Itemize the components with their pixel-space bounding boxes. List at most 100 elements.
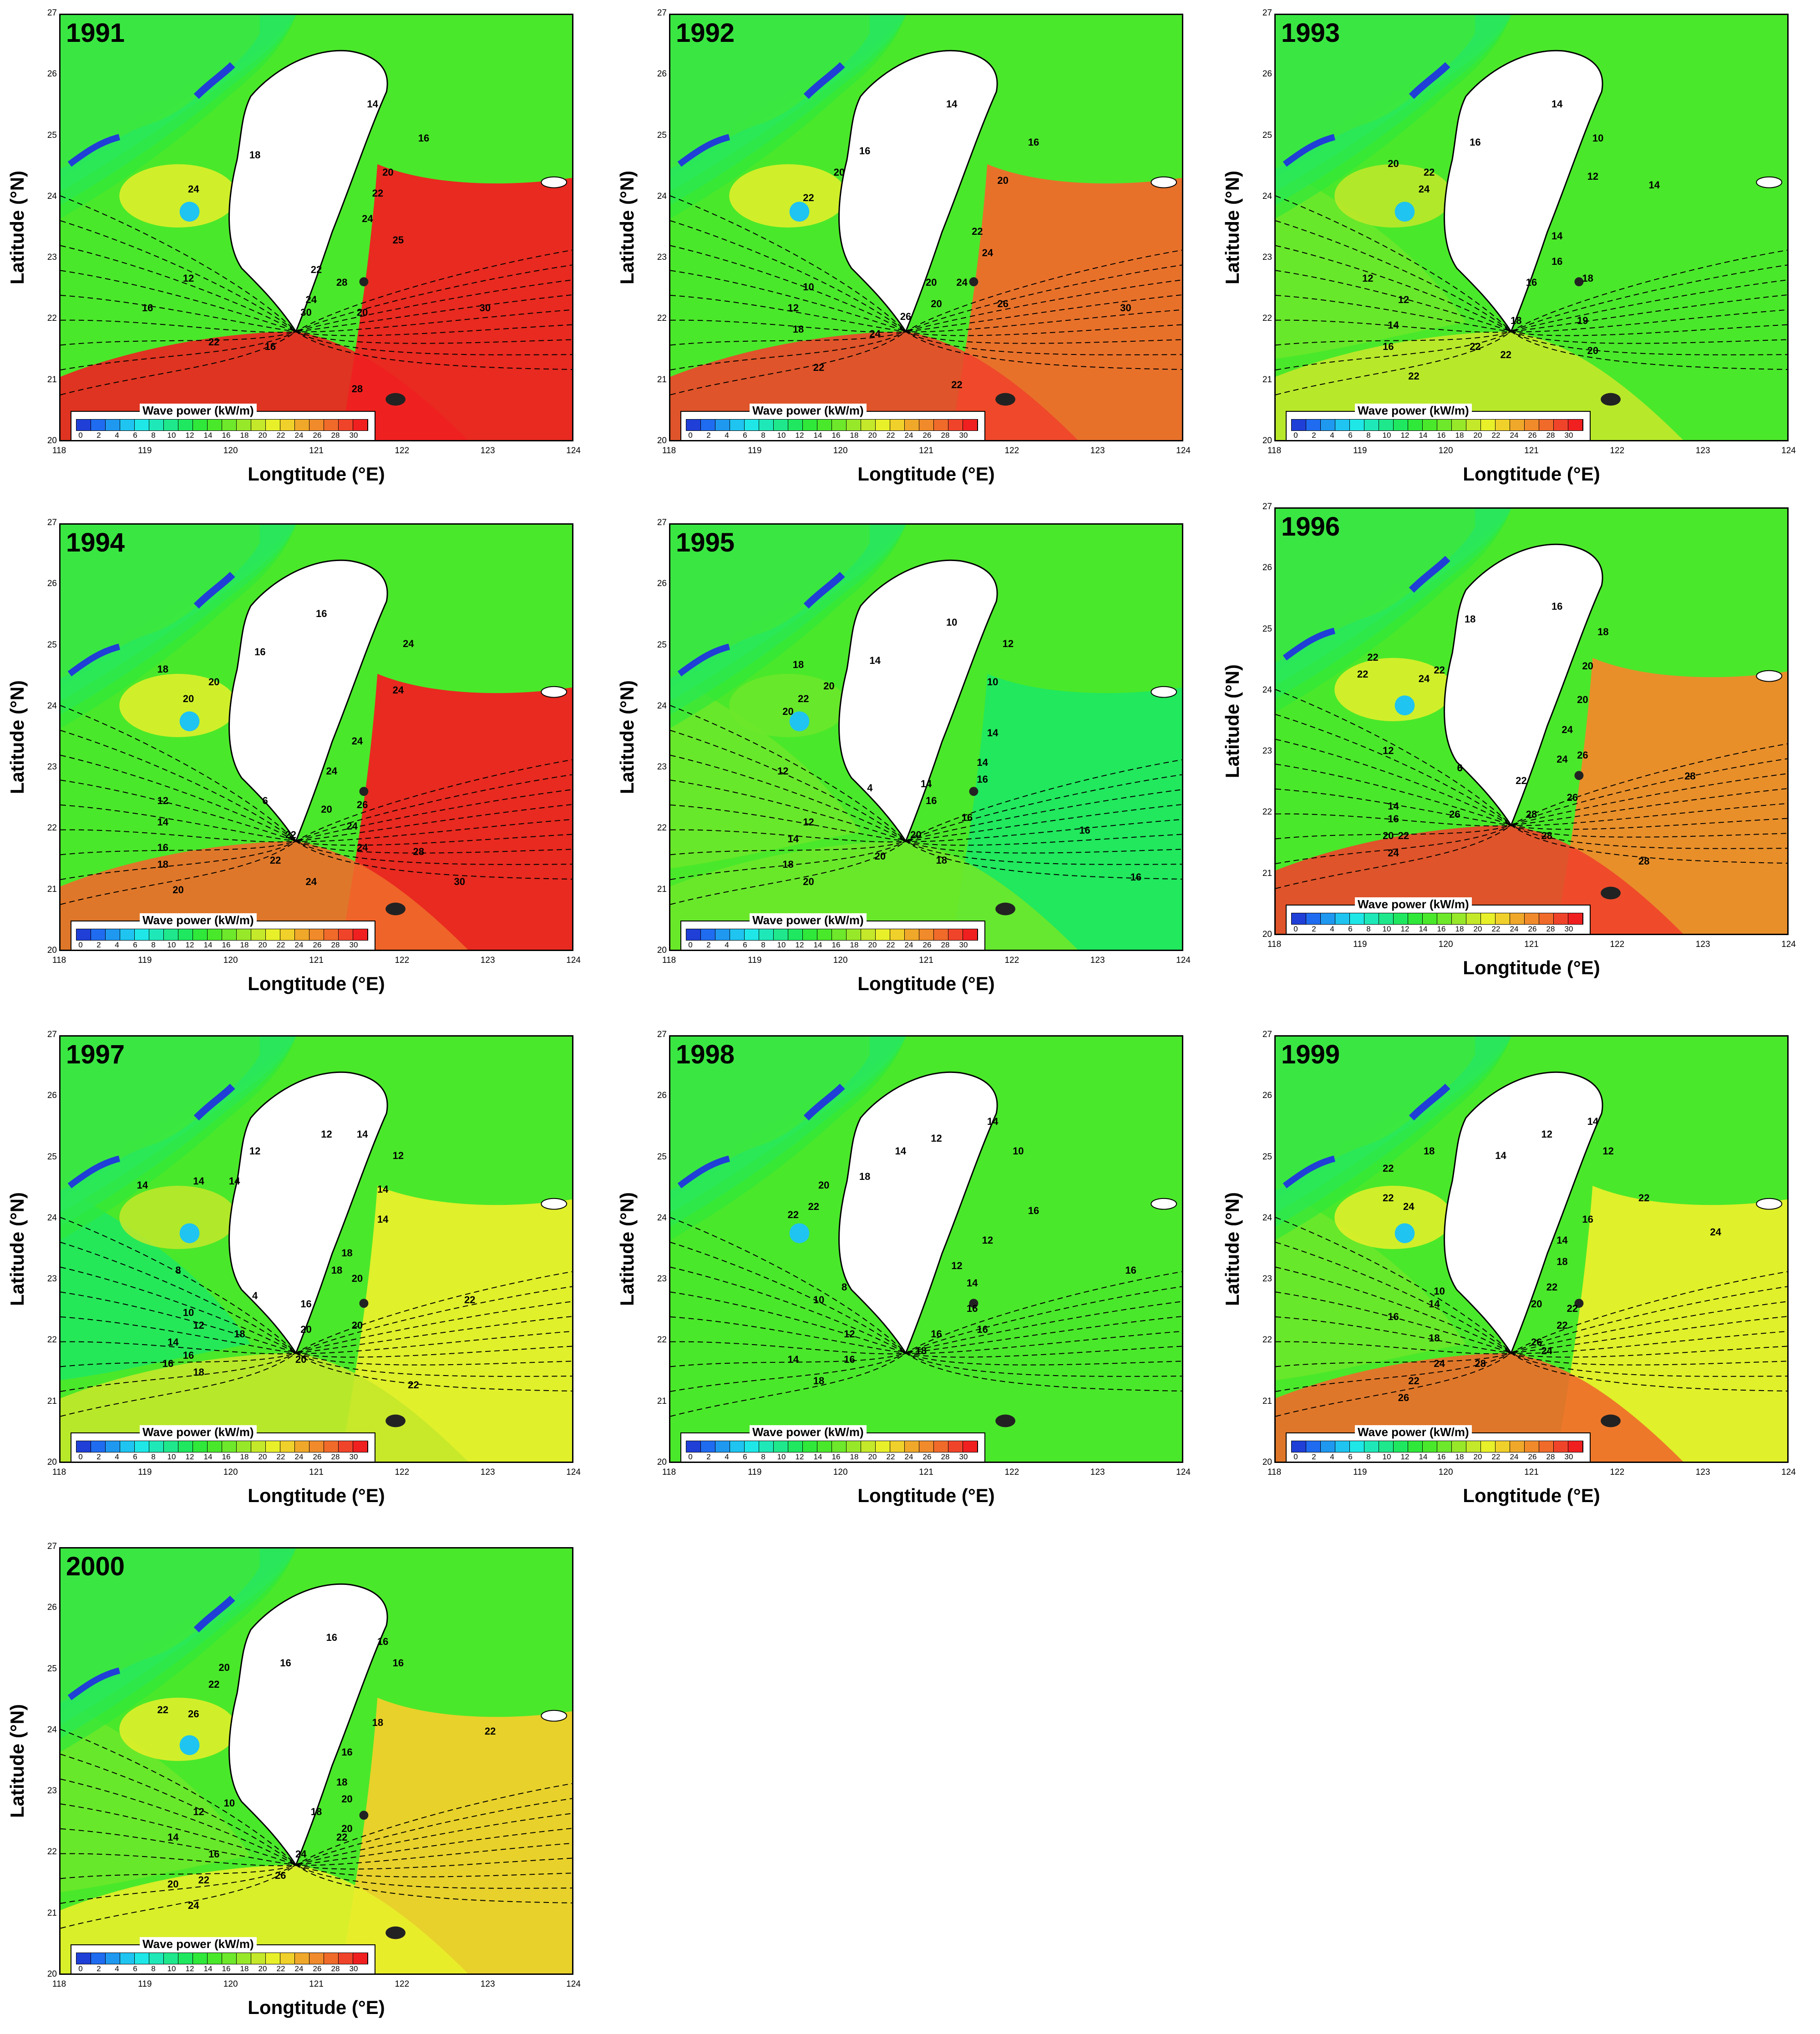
contour-value-label: 26 bbox=[1577, 749, 1588, 761]
colorbar-tick: 28 bbox=[331, 941, 340, 949]
colorbar-tick: 12 bbox=[185, 1964, 194, 1973]
colorbar-swatch bbox=[1292, 420, 1306, 430]
offshore-island bbox=[385, 393, 406, 406]
penghu-hotspot bbox=[729, 673, 847, 737]
colorbar-swatch bbox=[120, 1441, 135, 1452]
colorbar-tick: 0 bbox=[1293, 431, 1298, 440]
map-panel-1994: Latitude (°N) 27 26 25 24 23 22 21 20 118 119 120 12… bbox=[0, 510, 581, 1010]
contour-value-label: 18 bbox=[792, 324, 804, 335]
coast-edge bbox=[193, 62, 235, 99]
wave-power-map: 1992 14 16 16 20 20 22 22 24 20 24 20 26 30 10 12 18 24 26… bbox=[669, 14, 1183, 441]
year-label: 1994 bbox=[66, 528, 125, 557]
coast-edge bbox=[67, 1155, 121, 1189]
contour-value-label: 22 bbox=[157, 1704, 169, 1715]
contour-line bbox=[1276, 714, 1787, 826]
contour-value-label: 24 bbox=[305, 293, 317, 305]
contour-value-label: 16 bbox=[931, 1328, 942, 1340]
colorbar-tick: 28 bbox=[1546, 1452, 1555, 1461]
colorbar-swatch bbox=[745, 1441, 759, 1452]
colorbar-swatch bbox=[324, 1441, 339, 1452]
x-tick-label: 119 bbox=[138, 956, 152, 965]
contour-value-label: 12 bbox=[183, 273, 194, 284]
offshore-island bbox=[541, 1710, 568, 1722]
contour-line bbox=[1276, 1291, 1787, 1354]
contour-value-label: 22 bbox=[372, 187, 384, 199]
colorbar-tick: 8 bbox=[151, 1452, 156, 1461]
x-tick-label: 122 bbox=[1610, 940, 1625, 949]
y-tick-label: 23 bbox=[47, 1274, 57, 1284]
x-tick-label: 122 bbox=[1004, 956, 1019, 965]
y-axis-label-text: Latitude (°N) bbox=[1222, 664, 1243, 779]
contour-value-label: 24 bbox=[346, 820, 358, 832]
colorbar-tick: 20 bbox=[1473, 431, 1482, 440]
colorbar-swatch bbox=[280, 1953, 295, 1964]
colorbar-legend: Wave power (kW/m) 0 2 4 6 8 10 12 14 16 18 20 22 24 26… bbox=[680, 404, 985, 440]
y-tick-label: 26 bbox=[1262, 69, 1272, 79]
colorbar-swatch bbox=[309, 1953, 324, 1964]
contour-value-label: 20 bbox=[208, 676, 220, 688]
contour-line bbox=[670, 779, 1182, 842]
contour-value-label: 22 bbox=[408, 1379, 419, 1391]
x-tick-label: 121 bbox=[309, 446, 324, 455]
colorbar-swatch bbox=[817, 1441, 832, 1452]
x-tick-label: 120 bbox=[833, 1467, 848, 1477]
contour-value-label: 22 bbox=[803, 192, 814, 203]
contour-value-label: 12 bbox=[982, 1235, 994, 1246]
colorbar-tick: 6 bbox=[1348, 431, 1353, 440]
east-region bbox=[951, 1185, 1182, 1462]
contour-value-label: 24 bbox=[956, 277, 968, 288]
x-tick-label: 118 bbox=[1267, 1467, 1282, 1477]
contour-field bbox=[1276, 509, 1787, 934]
colorbar-swatch bbox=[164, 1953, 178, 1964]
colorbar-swatch bbox=[1379, 1441, 1394, 1452]
colorbar-swatch bbox=[1452, 1441, 1466, 1452]
y-axis-label-text: Latitude (°N) bbox=[616, 680, 638, 794]
colorbar-tick: 26 bbox=[1528, 925, 1537, 933]
colorbar-swatch bbox=[193, 420, 208, 430]
contour-value-label: 12 bbox=[1383, 745, 1394, 757]
contour-value-label: 30 bbox=[479, 302, 491, 314]
colorbar-ticks: 0 2 4 6 8 10 12 14 16 18 20 22 24 26 28 30 bbox=[1291, 1452, 1582, 1462]
colorbar-tick: 8 bbox=[151, 1964, 156, 1973]
contour-value-label: 16 bbox=[341, 1746, 353, 1758]
colorbar-swatch bbox=[339, 929, 353, 940]
contour-value-label: 18 bbox=[310, 1806, 322, 1818]
colorbar-tick: 4 bbox=[1330, 431, 1334, 440]
x-tick-label: 123 bbox=[1695, 1467, 1710, 1477]
colorbar-tick: 14 bbox=[203, 1964, 213, 1973]
x-tick-label: 118 bbox=[662, 446, 676, 455]
colorbar-tick: 12 bbox=[1400, 431, 1409, 440]
contour-value-label: 20 bbox=[351, 1273, 363, 1285]
contour-value-label: 18 bbox=[331, 1264, 343, 1276]
legend-title: Wave power (kW/m) bbox=[1355, 404, 1472, 418]
colorbar-swatch bbox=[847, 1441, 861, 1452]
contour-value-label: 14 bbox=[1648, 179, 1660, 191]
colorbar-swatch bbox=[193, 1441, 208, 1452]
y-tick-label: 21 bbox=[657, 884, 667, 894]
y-tick-label: 23 bbox=[657, 762, 667, 772]
colorbar-swatch bbox=[1306, 913, 1321, 924]
offshore-island bbox=[1756, 1198, 1783, 1210]
y-axis-label-text: Latitude (°N) bbox=[6, 1704, 28, 1818]
colorbar-legend: Wave power (kW/m) 0 2 4 6 8 10 12 14 16 18 20 22 24 26… bbox=[71, 1425, 375, 1462]
contour-value-label: 14 bbox=[946, 98, 958, 110]
contour-value-label: 18 bbox=[157, 859, 169, 870]
x-tick-label: 119 bbox=[1353, 446, 1367, 455]
colorbar-tick: 22 bbox=[1491, 431, 1501, 440]
y-tick-label: 21 bbox=[1262, 868, 1272, 878]
contour-value-label: 14 bbox=[787, 1353, 799, 1365]
y-tick-label: 24 bbox=[47, 1213, 57, 1223]
colorbar-swatch bbox=[963, 1441, 978, 1452]
colorbar-swatch bbox=[1364, 420, 1379, 430]
colorbar-swatch bbox=[803, 1441, 817, 1452]
y-tick-label: 25 bbox=[1262, 624, 1272, 634]
colorbar-swatch bbox=[919, 929, 934, 940]
penghu-hotspot bbox=[119, 1185, 237, 1249]
y-axis-label: Latitude (°N) bbox=[616, 1192, 638, 1306]
x-axis-label: Longtitude (°E) bbox=[248, 973, 385, 994]
colorbar-tick: 20 bbox=[258, 941, 267, 949]
y-tick-label: 25 bbox=[657, 640, 667, 650]
contour-value-label: 26 bbox=[356, 799, 368, 811]
colorbar-swatch bbox=[164, 1441, 178, 1452]
contour-value-label: 22 bbox=[1546, 1281, 1558, 1293]
